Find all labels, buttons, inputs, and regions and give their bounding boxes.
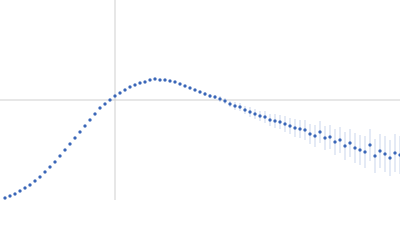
data-point [228,102,232,106]
data-point [163,78,167,82]
data-point [348,141,352,145]
data-point [63,148,67,152]
data-point [133,83,137,87]
data-point [308,132,312,136]
chart [0,0,400,200]
data-point [223,99,227,103]
data-point [38,175,42,179]
data-point [178,82,182,86]
data-point [363,150,367,154]
data-point [323,136,327,140]
data-point [158,78,162,82]
data-point [43,170,47,174]
data-point [8,194,12,198]
data-point [238,105,242,109]
data-point [188,86,192,90]
data-point [233,104,237,108]
data-point [48,165,52,169]
data-point [3,196,7,200]
data-point [28,183,32,187]
data-point [353,146,357,150]
data-point [168,79,172,83]
data-point [98,106,102,110]
data-point [128,85,132,89]
data-point [198,90,202,94]
data-point [13,192,17,196]
data-point [263,115,267,119]
data-point [88,118,92,122]
data-point [118,91,122,95]
data-point [388,156,392,160]
data-point [343,144,347,148]
data-point [203,92,207,96]
data-point [328,135,332,139]
data-point [83,124,87,128]
data-point [318,130,322,134]
data-point [253,112,257,116]
data-point [278,120,282,124]
data-point [113,94,117,98]
data-point [213,95,217,99]
data-point [123,88,127,92]
data-point [33,179,37,183]
data-point [193,88,197,92]
data-point [313,134,317,138]
data-point [338,138,342,142]
data-point [138,81,142,85]
data-point [383,152,387,156]
data-point [148,78,152,82]
data-point [268,118,272,122]
data-point [103,102,107,106]
data-point [18,189,22,193]
data-point [303,128,307,132]
data-point [173,80,177,84]
data-point [153,77,157,81]
data-point [283,122,287,126]
data-point [298,127,302,131]
data-point [333,140,337,144]
data-point [108,98,112,102]
data-point [393,151,397,155]
data-point [273,119,277,123]
data-point [258,114,262,118]
data-point [368,143,372,147]
data-point [93,112,97,116]
data-point [248,110,252,114]
data-point [143,80,147,84]
data-point [218,97,222,101]
data-point [78,130,82,134]
data-point [23,186,27,190]
data-point [68,142,72,146]
data-point [293,126,297,130]
data-point [183,84,187,88]
data-point [243,108,247,112]
data-point [53,160,57,164]
data-point [58,154,62,158]
data-point [358,148,362,152]
data-point [288,124,292,128]
data-point [73,136,77,140]
data-point [378,149,382,153]
data-point [373,154,377,158]
data-point [208,94,212,98]
